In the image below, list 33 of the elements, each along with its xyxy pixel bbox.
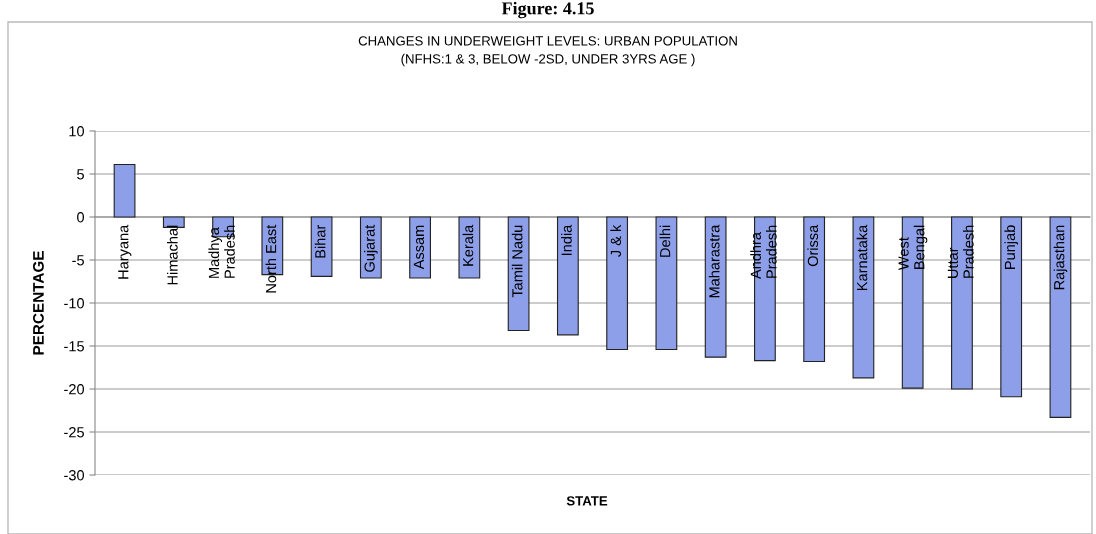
x-tick-label: Bihar <box>314 224 326 258</box>
x-tick-label: Gujarat <box>364 224 378 272</box>
x-tick-label: Kerala <box>462 224 474 266</box>
y-tick-label: 10 <box>69 126 85 137</box>
x-tick-label: J & k <box>610 224 622 257</box>
y-tick-label: -20 <box>64 384 85 395</box>
x-tick-label: Madhya Pradesh <box>208 225 235 278</box>
x-tick-label: Uttar Pradesh <box>947 225 974 278</box>
x-tick-label: Haryana <box>118 224 132 279</box>
x-tick-label: Maharastra <box>708 224 720 298</box>
y-tick-label: -15 <box>64 341 84 352</box>
x-tick-label: Tamil Nadu <box>511 225 523 298</box>
x-tick-label: Punjab <box>1004 225 1018 269</box>
y-tick-label: -5 <box>72 255 84 266</box>
y-tick-label: -10 <box>64 298 85 309</box>
x-tick-label: India <box>561 224 572 256</box>
y-tick-label: 0 <box>77 212 85 223</box>
x-tick-label: Assam <box>413 225 425 270</box>
x-tick-label: North East <box>265 224 277 293</box>
x-tick-label: West Bengal <box>898 225 928 271</box>
x-tick-label: Karnataka <box>856 224 868 291</box>
chart-title: CHANGES IN UNDERWEIGHT LEVELS: URBAN POPULATION (NFHS:1 & 3, BELOW -2SD, UNDER 3YRS AGE ) <box>358 36 737 67</box>
x-tick-label: Himachal <box>167 225 178 285</box>
x-tick-label: Andhra Pradesh <box>750 225 777 280</box>
y-tick-label: -25 <box>64 427 84 438</box>
x-tick-label: Rajasthan <box>1053 225 1068 290</box>
x-tick-label: Delhi <box>659 225 671 257</box>
x-axis-title: STATE <box>566 496 608 506</box>
y-axis-title: PERCENTAGE <box>33 251 44 355</box>
text: Figure: 4.15 <box>501 1 594 19</box>
x-tick-label: Orissa <box>807 224 819 267</box>
y-tick-label: -30 <box>64 470 85 481</box>
y-tick-label: 5 <box>77 169 84 180</box>
